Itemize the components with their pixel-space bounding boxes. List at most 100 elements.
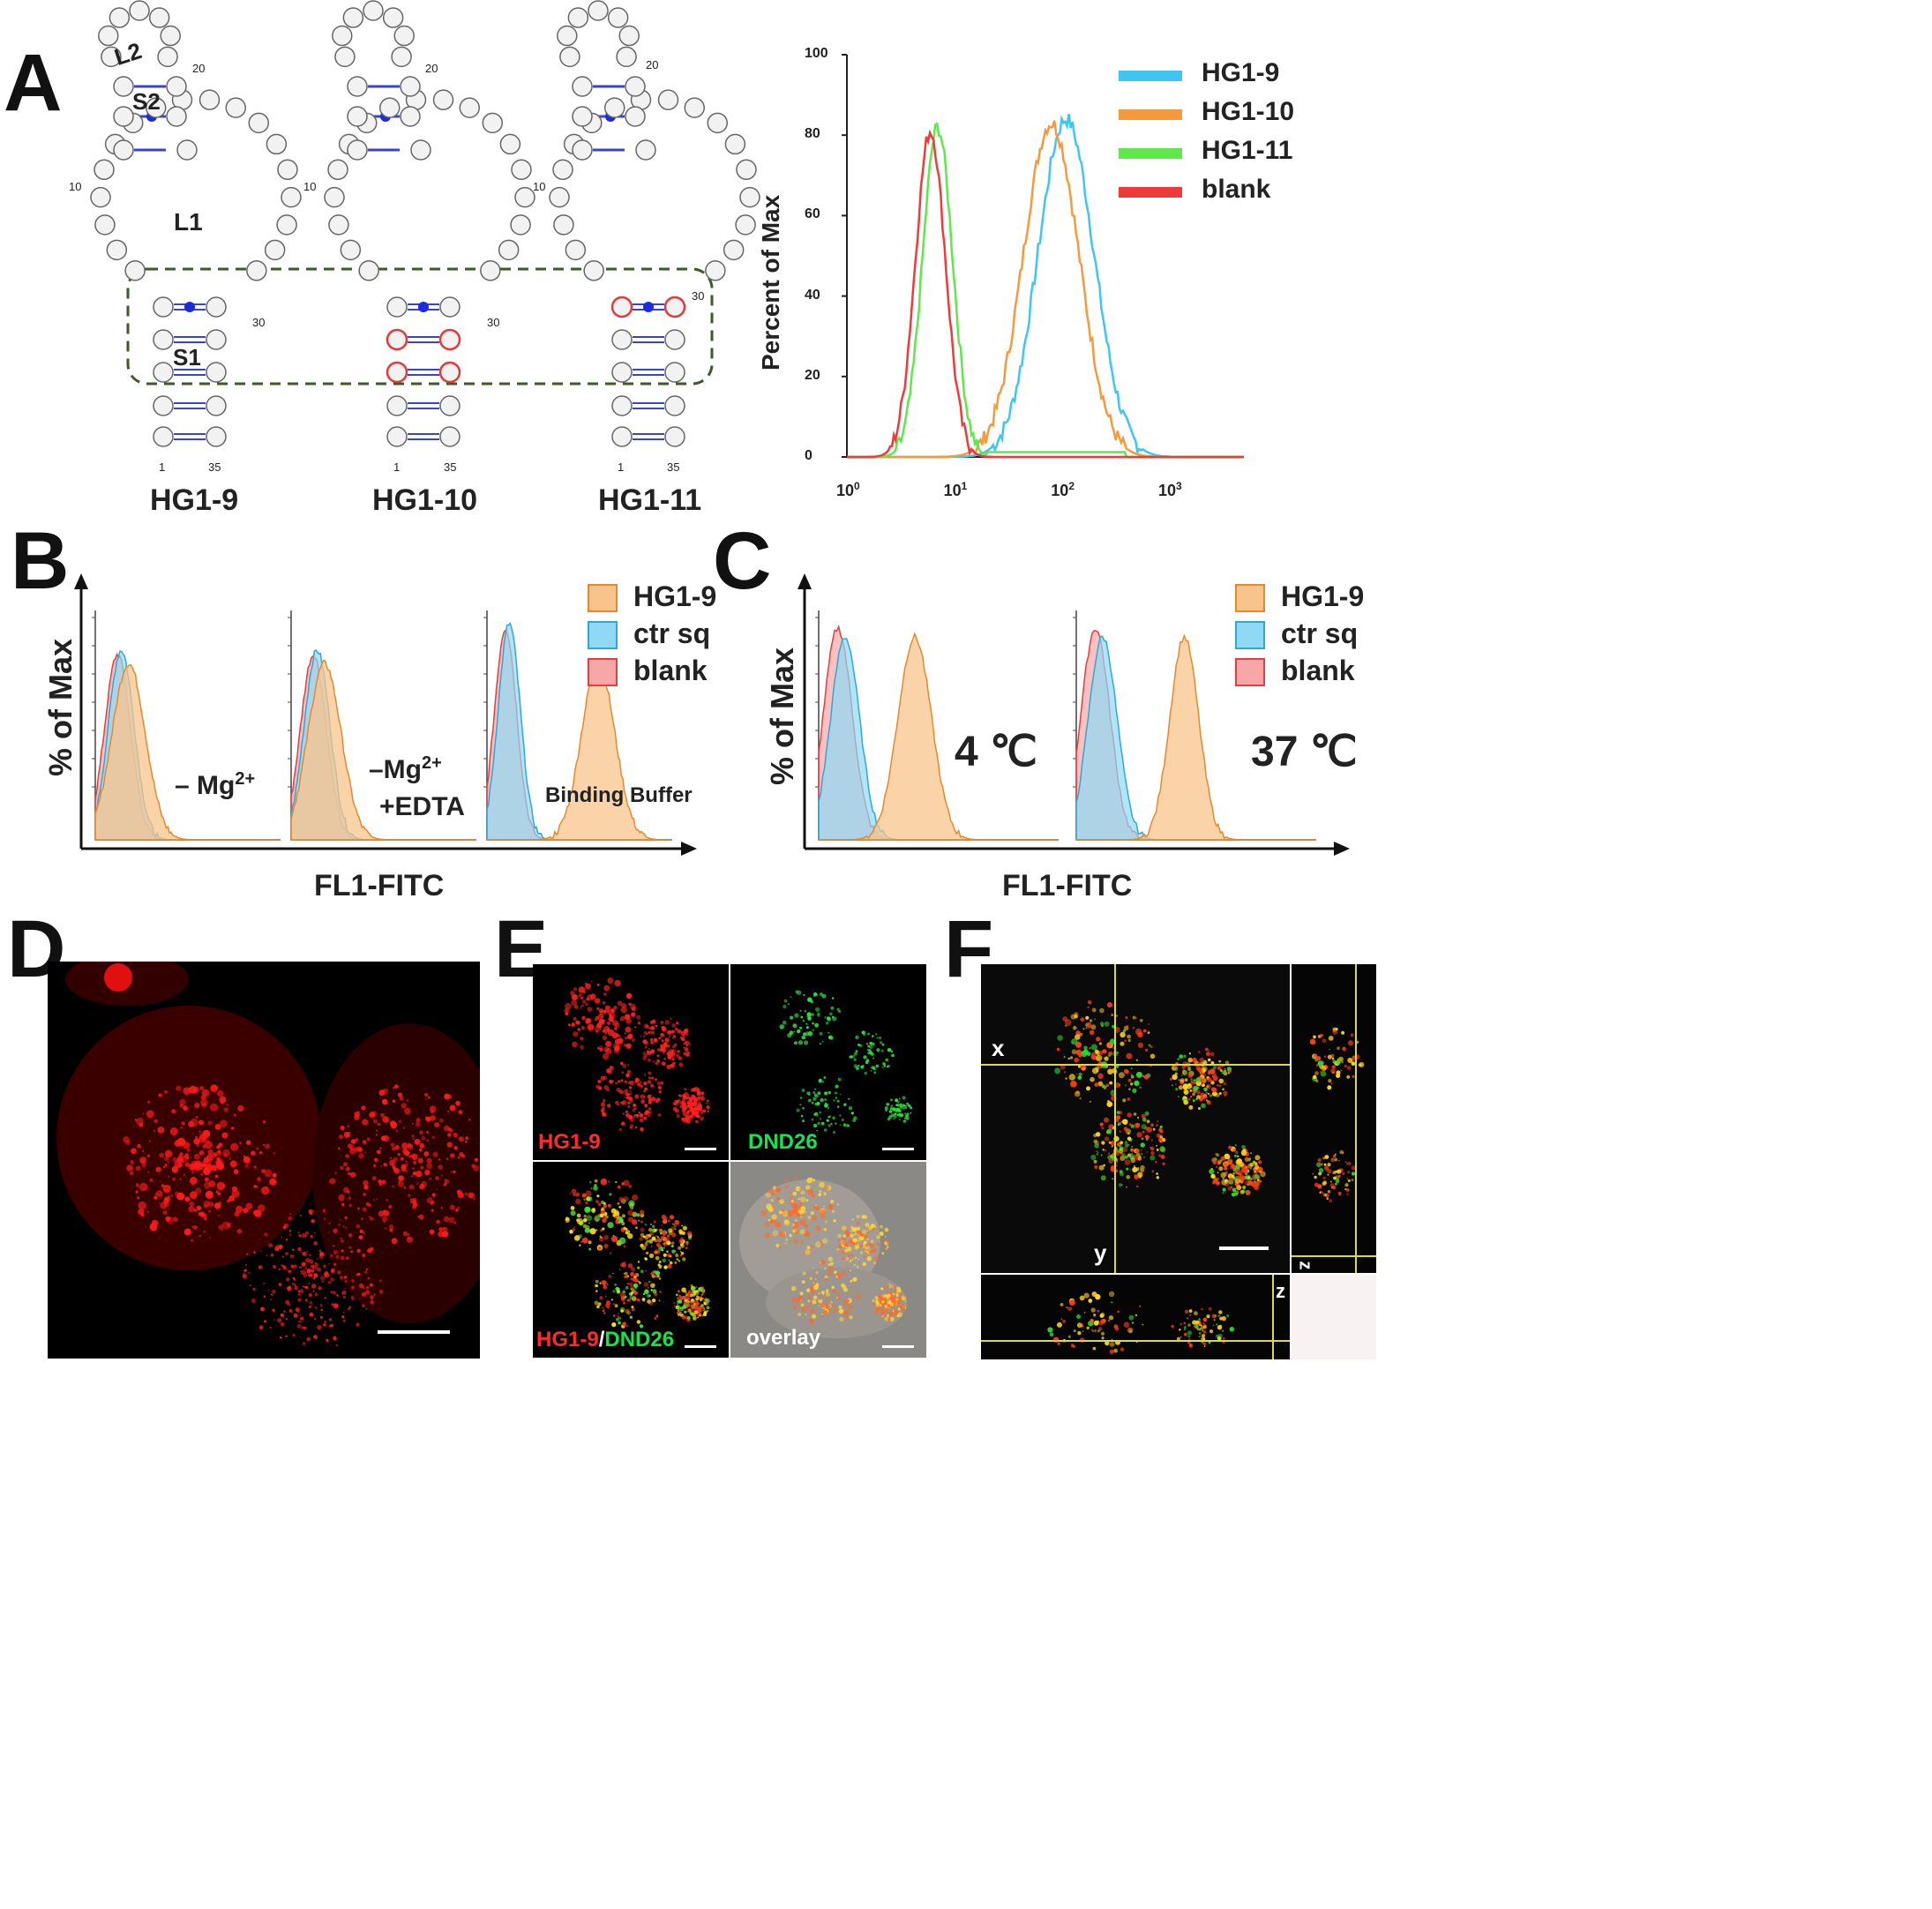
particle (404, 1163, 408, 1167)
particle (847, 1254, 850, 1258)
legend-swatch (588, 584, 618, 612)
particle (887, 1117, 891, 1121)
particle (585, 1017, 591, 1024)
particle (839, 1093, 842, 1096)
particle (389, 1228, 393, 1232)
particle (230, 1142, 239, 1151)
particle (300, 1316, 304, 1321)
structure-name-2: HG1-10 (372, 483, 478, 517)
particle (823, 1076, 827, 1079)
particle (705, 1102, 708, 1104)
particle (624, 1271, 628, 1276)
particle (1187, 1057, 1193, 1063)
particle (623, 1301, 625, 1305)
particle (869, 1248, 871, 1251)
particle (1202, 1066, 1208, 1072)
particle (678, 1313, 681, 1316)
particle (216, 1181, 226, 1191)
particle (685, 1246, 688, 1249)
particle (1202, 1342, 1206, 1345)
particle (370, 1246, 374, 1251)
particle (887, 1314, 889, 1317)
particle (813, 992, 818, 997)
particle (572, 1228, 575, 1231)
particle (827, 1256, 833, 1261)
particle (162, 1165, 165, 1168)
particle (347, 1125, 349, 1127)
particle (1328, 1079, 1332, 1083)
particle (897, 1307, 901, 1311)
particle (609, 1193, 612, 1196)
particle (419, 1130, 423, 1135)
particle (576, 1213, 581, 1218)
particle (418, 1148, 422, 1151)
particle (198, 1162, 203, 1166)
particle (879, 1296, 884, 1301)
particle (1340, 1069, 1343, 1072)
particle (200, 1172, 204, 1176)
x-tick-label: 103 (1157, 480, 1182, 499)
particle (791, 1297, 797, 1303)
particle (1338, 1174, 1341, 1178)
particle (312, 1276, 316, 1280)
particle (625, 1093, 630, 1097)
particle (1171, 1324, 1174, 1329)
particle (214, 1174, 218, 1178)
particle (1228, 1178, 1234, 1183)
particle (841, 1119, 844, 1121)
scale-bar (882, 1148, 914, 1150)
particle (660, 1044, 664, 1049)
particle (839, 1316, 844, 1322)
particle (1254, 1173, 1260, 1179)
particle (603, 1312, 606, 1314)
particle (204, 1217, 207, 1221)
particle (230, 1127, 235, 1130)
particle (848, 1247, 851, 1250)
particle (653, 1270, 657, 1274)
particle (290, 1264, 295, 1269)
particle (236, 1205, 243, 1214)
particle (1141, 1153, 1143, 1155)
particle (702, 1309, 704, 1312)
particle (1322, 1181, 1326, 1186)
particle (824, 1275, 828, 1279)
particle (610, 1008, 615, 1014)
particle (873, 1071, 877, 1074)
particle (259, 1151, 263, 1155)
particle (666, 1250, 669, 1253)
particle (306, 1250, 309, 1253)
particle (186, 1148, 191, 1152)
particle (649, 1037, 654, 1042)
particle (1070, 1081, 1077, 1088)
particle (1128, 1314, 1134, 1321)
particle (814, 1278, 817, 1280)
series-blank (847, 129, 1244, 459)
particle (682, 1118, 685, 1120)
particle (798, 1312, 802, 1317)
particle (701, 1095, 704, 1097)
particle (663, 1253, 667, 1257)
particle (830, 1199, 835, 1204)
particle (575, 1192, 580, 1197)
particle (880, 1041, 883, 1044)
particle (308, 1209, 312, 1214)
particle (857, 1294, 862, 1299)
particle (164, 1149, 173, 1158)
particle (276, 1247, 280, 1251)
particle (264, 1169, 273, 1178)
particle (1126, 1175, 1130, 1179)
particle (779, 1199, 784, 1204)
particle (667, 1044, 670, 1047)
particle (573, 1005, 579, 1009)
particle (278, 1283, 282, 1286)
e-label-dnd26: DND26 (748, 1130, 818, 1154)
particle (782, 1210, 789, 1217)
pos-20-3: 20 (646, 58, 659, 71)
particle (681, 1108, 686, 1113)
particle (865, 1060, 869, 1065)
particle (824, 1185, 829, 1190)
particle (1094, 1082, 1099, 1087)
particle (669, 1034, 671, 1037)
particle (673, 1043, 678, 1047)
particle (700, 1099, 703, 1102)
